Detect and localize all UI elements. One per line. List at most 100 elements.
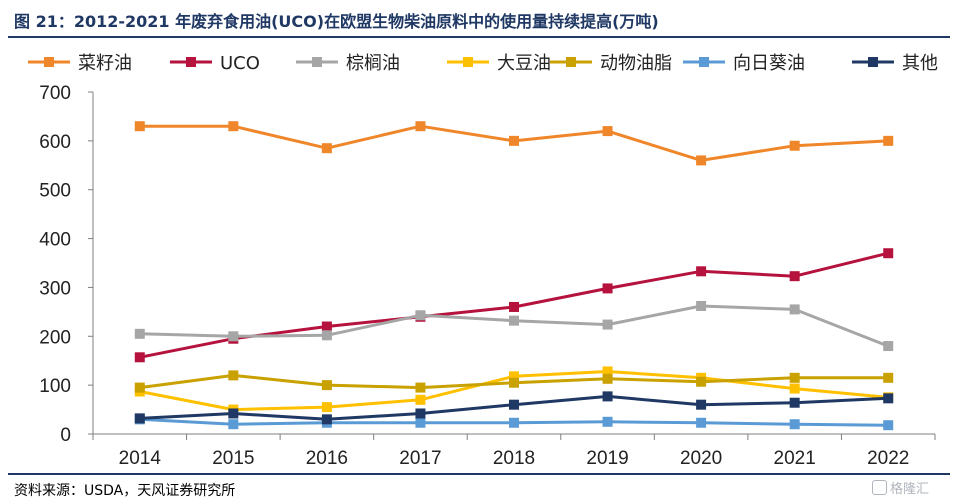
data-point bbox=[883, 248, 894, 259]
data-point bbox=[321, 402, 332, 413]
x-tick-label: 2015 bbox=[212, 448, 254, 469]
data-point bbox=[415, 382, 426, 393]
data-point bbox=[883, 420, 894, 431]
legend-swatch-marker bbox=[312, 57, 322, 67]
data-point bbox=[321, 380, 332, 391]
y-tick-label: 400 bbox=[39, 230, 71, 251]
y-tick-label: 0 bbox=[60, 425, 71, 446]
watermark-logo-icon bbox=[872, 480, 887, 495]
series-1 bbox=[134, 248, 894, 363]
legend-label: 菜籽油 bbox=[78, 53, 132, 74]
legend-swatch-marker bbox=[186, 57, 196, 67]
data-point bbox=[509, 135, 519, 146]
data-point bbox=[509, 417, 519, 428]
data-point bbox=[602, 283, 613, 294]
data-point bbox=[228, 121, 239, 132]
legend-label: 大豆油 bbox=[497, 53, 551, 74]
data-point bbox=[228, 370, 239, 381]
x-tick-label: 2021 bbox=[774, 448, 816, 469]
legend-item: 棕榈油 bbox=[296, 53, 400, 74]
data-point bbox=[789, 383, 800, 394]
data-point bbox=[696, 266, 707, 277]
legend-label: 向日葵油 bbox=[733, 53, 805, 74]
legend-swatch-marker bbox=[566, 57, 576, 67]
data-point bbox=[602, 373, 613, 384]
data-point bbox=[509, 371, 519, 382]
series-2 bbox=[134, 300, 894, 352]
y-tick-label: 200 bbox=[39, 327, 71, 348]
y-axis: 0 100 200 300 400 500 600 700 bbox=[39, 83, 94, 446]
legend-item: 动物油脂 bbox=[550, 53, 672, 74]
series-6 bbox=[134, 391, 894, 425]
data-point bbox=[789, 397, 800, 408]
data-point bbox=[883, 341, 894, 352]
y-tick-label: 600 bbox=[39, 132, 71, 153]
x-tick-label: 2022 bbox=[867, 448, 909, 469]
data-point bbox=[602, 319, 613, 330]
data-point bbox=[228, 408, 239, 419]
data-point bbox=[883, 372, 894, 383]
data-point bbox=[602, 391, 613, 402]
chart-legend: 菜籽油 UCO 棕榈油 大豆油 动物油脂 向日葵油 其他 bbox=[28, 53, 938, 74]
x-tick-label: 2017 bbox=[399, 448, 441, 469]
legend-swatch-marker bbox=[699, 57, 709, 67]
y-tick-label: 100 bbox=[39, 376, 71, 397]
x-tick-label: 2014 bbox=[119, 448, 162, 469]
data-point bbox=[696, 376, 707, 387]
data-point bbox=[789, 419, 800, 430]
data-point bbox=[321, 321, 332, 332]
chart-title: 图 21：2012-2021 年废弃食用油(UCO)在欧盟生物柴油原料中的使用量… bbox=[14, 12, 659, 31]
data-point bbox=[509, 315, 519, 326]
x-tick-label: 2016 bbox=[306, 448, 348, 469]
data-point bbox=[321, 330, 332, 341]
watermark: 格隆汇 bbox=[872, 478, 929, 497]
data-point bbox=[789, 271, 800, 282]
data-point bbox=[321, 143, 332, 154]
x-axis: 2014 2015 2016 2017 2018 2019 2020 2021 2022 bbox=[92, 433, 936, 469]
data-point bbox=[789, 304, 800, 315]
data-point bbox=[789, 372, 800, 383]
x-tick-label: 2018 bbox=[493, 448, 535, 469]
data-point bbox=[696, 300, 707, 311]
y-tick-label: 700 bbox=[39, 83, 71, 104]
series-4 bbox=[134, 370, 894, 393]
data-point bbox=[415, 121, 426, 132]
x-tick-label: 2020 bbox=[680, 448, 722, 469]
data-point bbox=[696, 417, 707, 428]
legend-swatch-marker bbox=[44, 57, 54, 67]
data-point bbox=[602, 366, 613, 377]
data-point bbox=[789, 140, 800, 151]
data-point bbox=[509, 301, 519, 312]
source-divider bbox=[8, 473, 950, 475]
legend-label: UCO bbox=[220, 53, 260, 74]
x-tick-label: 2019 bbox=[586, 448, 628, 469]
data-point bbox=[415, 408, 426, 419]
data-point bbox=[228, 331, 239, 342]
data-point bbox=[415, 394, 426, 405]
legend-swatch-marker bbox=[868, 57, 878, 67]
series-5 bbox=[134, 414, 894, 431]
data-point bbox=[228, 419, 239, 430]
series-line bbox=[139, 304, 889, 348]
data-point bbox=[134, 352, 145, 363]
legend-swatch-marker bbox=[463, 57, 473, 67]
data-point bbox=[134, 121, 145, 132]
legend-item: 菜籽油 bbox=[28, 53, 132, 74]
legend-item: 其他 bbox=[852, 53, 938, 74]
legend-label: 动物油脂 bbox=[600, 53, 672, 74]
data-point bbox=[134, 382, 145, 393]
data-point bbox=[134, 328, 145, 339]
data-point bbox=[602, 126, 613, 137]
data-point bbox=[321, 414, 332, 425]
data-point bbox=[509, 377, 519, 388]
data-point bbox=[696, 399, 707, 410]
title-divider bbox=[8, 36, 950, 38]
data-point bbox=[883, 135, 894, 146]
y-tick-label: 300 bbox=[39, 278, 71, 299]
legend-item: 大豆油 bbox=[447, 53, 551, 74]
legend-label: 棕榈油 bbox=[346, 53, 400, 74]
legend-label: 其他 bbox=[902, 53, 938, 74]
data-point bbox=[602, 416, 613, 427]
plot-area bbox=[134, 121, 894, 431]
